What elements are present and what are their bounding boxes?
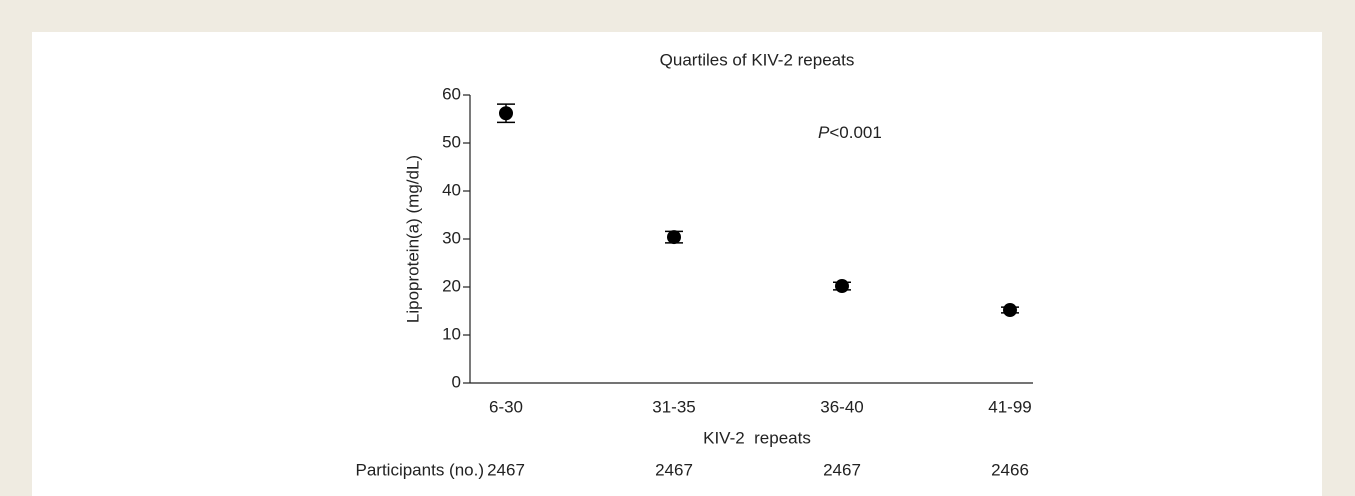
point xyxy=(499,106,513,121)
point xyxy=(1003,303,1017,318)
x-tick-label: 31-35 xyxy=(652,397,695,416)
participant-count: 2467 xyxy=(655,460,693,479)
point xyxy=(667,230,681,245)
x-tick-label: 36-40 xyxy=(820,397,863,416)
participant-count: 2466 xyxy=(991,460,1029,479)
annotation: P<0.001 xyxy=(818,123,882,142)
panel xyxy=(32,32,1322,496)
y-tick-label: 30 xyxy=(442,228,461,247)
x-tick-label: 41-99 xyxy=(988,397,1031,416)
y-tick-label: 40 xyxy=(442,180,461,199)
y-tick-label: 20 xyxy=(442,276,461,295)
point xyxy=(835,279,849,294)
y-tick-label: 60 xyxy=(442,84,461,103)
y-tick-label: 50 xyxy=(442,132,461,151)
y-tick-label: 10 xyxy=(442,324,461,343)
participants-label: Participants (no.) xyxy=(356,460,485,479)
x-axis-label: KIV-2 repeats xyxy=(703,428,811,447)
y-tick-label: 0 xyxy=(452,372,461,391)
participant-count: 2467 xyxy=(823,460,861,479)
x-tick-label: 6-30 xyxy=(489,397,523,416)
y-axis-label: Lipoprotein(a) (mg/dL) xyxy=(403,155,422,323)
chart-title: Quartiles of KIV-2 repeats xyxy=(660,50,855,69)
participant-count: 2467 xyxy=(487,460,525,479)
